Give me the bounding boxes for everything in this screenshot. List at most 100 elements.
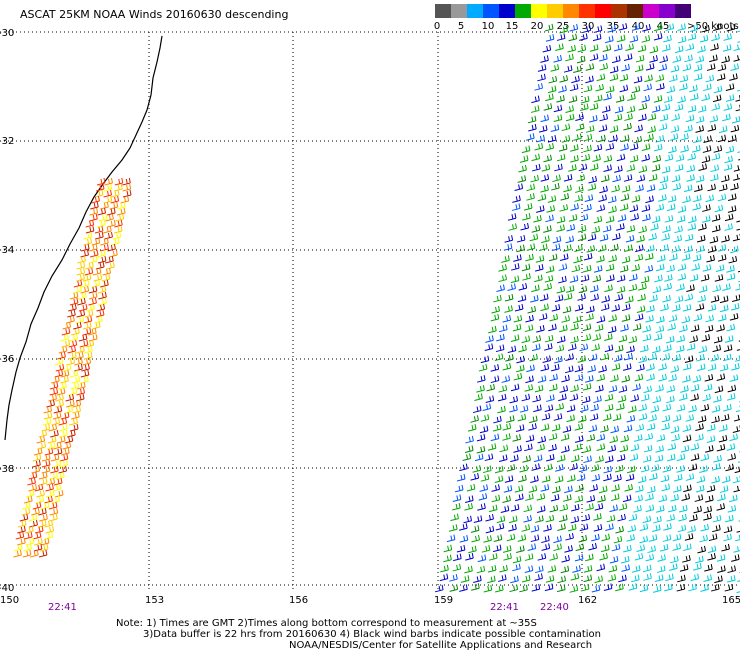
wind-barb [691,454,699,461]
wind-barb [713,285,721,292]
wind-barb [600,63,608,70]
wind-barb [98,286,106,293]
wind-barb [504,305,512,312]
wind-barb [638,45,646,52]
wind-barb [735,354,740,361]
wind-barb [675,164,683,171]
wind-barb [711,165,719,172]
wind-barb [670,556,678,563]
wind-barb [565,105,573,112]
wind-barb [653,155,661,162]
wind-barb [683,435,691,442]
wind-barb [524,203,532,210]
wind-barb [557,523,565,530]
wind-barb [92,322,100,329]
wind-barb [707,184,715,191]
wind-barb [601,545,609,552]
wind-barb [483,403,491,410]
wind-barb [730,246,738,253]
wind-barb [473,465,481,472]
wind-barb [80,340,88,347]
wind-barb [548,135,556,142]
wind-barb [724,103,732,110]
wind-barb [554,115,562,122]
wind-barb [652,524,660,531]
wind-barb [583,446,591,453]
wind-barb [617,514,625,521]
wind-barb [522,336,530,343]
wind-barb [603,165,611,172]
wind-barb [559,325,567,332]
wind-barb [468,546,476,553]
wind-barb [693,254,701,261]
wind-barb [714,336,722,343]
wind-barb [543,524,551,531]
wind-barb [605,404,613,411]
wind-barb [488,326,496,333]
wind-barb [90,250,98,257]
wind-barb [646,554,654,561]
wind-barb [616,95,624,102]
wind-barb [684,125,692,132]
wind-barb [536,135,544,142]
wind-barb [624,244,632,251]
wind-barb [570,394,578,401]
wind-barb [73,322,81,329]
wind-barb [585,554,593,561]
wind-barb [715,274,723,281]
wind-barb [666,396,674,403]
wind-barb [541,115,549,122]
wind-barb [602,534,610,541]
wind-barb [491,376,499,383]
wind-barb [578,415,586,422]
wind-barb [49,502,57,509]
wind-barb [686,473,694,480]
wind-barb [492,306,500,313]
wind-barb [590,285,598,292]
wind-barb [666,23,674,30]
wind-barb [711,354,719,361]
wind-barb [622,375,630,382]
wind-barb [499,565,507,572]
wind-barb [655,574,663,581]
wind-barb [515,494,523,501]
wind-barb [537,74,545,81]
wind-barb [35,526,43,533]
wind-barb [590,413,598,420]
wind-barb [609,314,617,321]
wind-barb [686,115,694,122]
wind-barb [584,85,592,92]
wind-barb [699,163,707,170]
wind-barb [489,505,497,512]
wind-barb [510,585,518,592]
wind-barb [571,516,579,523]
wind-barb [694,184,702,191]
wind-barb [600,425,608,432]
wind-barb [573,316,581,323]
wind-barb [574,194,582,201]
wind-barb [54,478,62,485]
wind-barb [55,358,63,365]
wind-barb [646,374,654,381]
wind-barb [507,284,515,291]
wind-barb [70,370,78,377]
wind-barb [488,565,496,572]
wind-barb [597,434,605,441]
wind-barb [717,444,725,451]
wind-barb [105,256,113,263]
wind-barb [505,294,513,301]
wind-barb [70,292,78,299]
wind-barb [513,445,521,452]
wind-barb [50,466,58,473]
wind-barb [613,474,621,481]
wind-barb [554,105,562,112]
wind-barb [644,75,652,82]
wind-barb [732,294,740,301]
wind-barb [561,446,569,453]
wind-barb [598,365,606,372]
wind-barb [642,214,650,221]
wind-barb [721,414,729,421]
wind-barb [572,265,580,272]
wind-barb [526,435,534,442]
wind-barb [568,45,576,52]
